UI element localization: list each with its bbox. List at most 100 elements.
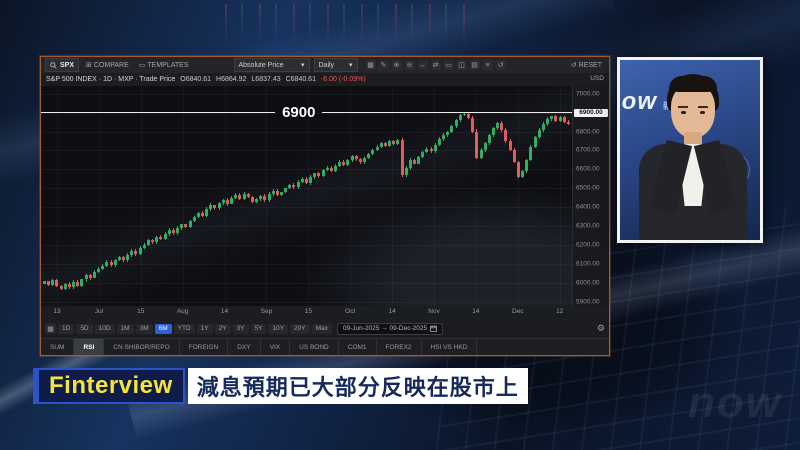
annotation-label: 6900	[282, 104, 316, 122]
candle	[487, 135, 491, 143]
period-button-3m[interactable]: 3M	[135, 323, 153, 334]
zoom-in-icon[interactable]: ⊕	[391, 60, 402, 70]
tab-sum[interactable]: SUM	[41, 339, 75, 355]
guest-eye	[700, 111, 705, 114]
menu-icon[interactable]: ≡	[482, 60, 493, 70]
period-button-10y[interactable]: 10Y	[268, 323, 289, 334]
period-button-5d[interactable]: 5D	[76, 323, 93, 334]
grid-line-v	[56, 86, 58, 306]
grid-line-h	[41, 245, 573, 247]
interval-value: Daily	[318, 61, 335, 69]
candle	[184, 224, 188, 228]
candle	[350, 156, 354, 160]
symbol-text: SPX	[60, 61, 75, 69]
candle	[529, 146, 533, 160]
x-axis-tick: Sep	[260, 308, 273, 315]
candle	[250, 196, 254, 202]
candle	[342, 161, 346, 165]
price-axis[interactable]: 7000.00 6900.00 6800.00 6700.00 6600.00 6500.…	[572, 86, 609, 306]
candle	[533, 137, 537, 147]
x-axis-tick: Aug	[176, 308, 189, 315]
candle	[467, 113, 471, 119]
grid-line-h	[41, 207, 573, 209]
tab-foreign[interactable]: FOREIGN	[180, 339, 229, 355]
tab-us-bond[interactable]: US BOND	[290, 339, 339, 355]
indicators-icon[interactable]: ▤	[469, 60, 480, 70]
tab-dxy[interactable]: DXY	[228, 339, 261, 355]
candle	[313, 173, 317, 178]
tab-com1[interactable]: COM1	[339, 339, 377, 355]
date-range-picker[interactable]: 09-Jun-2025 → 09-Dec-2025	[336, 322, 444, 335]
period-button-10d[interactable]: 10D	[94, 323, 115, 334]
candle	[76, 282, 80, 286]
swap-axis-icon[interactable]: ⇄	[430, 60, 441, 70]
tab-rsi[interactable]: RSI	[74, 339, 105, 355]
tab-forex2[interactable]: FOREX2	[377, 339, 422, 355]
quote-change: -6.00 (-0.09%)	[320, 76, 366, 83]
periods-grid-icon[interactable]: ▦	[45, 323, 56, 334]
layout-grid-icon[interactable]: ▦	[365, 60, 376, 70]
panel-icon[interactable]: ▭	[443, 60, 454, 70]
period-button-6m[interactable]: 6M	[154, 323, 172, 334]
candle	[259, 196, 263, 199]
x-axis-tick: Dec	[512, 308, 524, 315]
reset-button[interactable]: ↺ RESET	[568, 61, 605, 70]
candle	[101, 266, 105, 270]
time-axis[interactable]: 13 Jul 15 Aug 14 Sep 15 Oct 14 Nov 14 Dec 12	[41, 306, 609, 319]
bottom-tab-bar: SUM RSI CN SHIBOR/REPO FOREIGN DXY VIX US BOND…	[41, 338, 609, 355]
compare-button[interactable]: ⊞ COMPARE	[83, 61, 132, 70]
candle	[483, 142, 487, 151]
symbol-search-box[interactable]: SPX	[45, 58, 80, 72]
price-mode-select[interactable]: Absolute Price ▾	[233, 58, 310, 72]
templates-button[interactable]: ▭ TEMPLATES	[136, 61, 192, 70]
period-button-1y[interactable]: 1Y	[196, 323, 213, 334]
period-button-max[interactable]: Max	[311, 323, 332, 334]
annotation-line-right	[322, 111, 573, 114]
candle	[121, 256, 125, 261]
candle	[421, 152, 425, 158]
candle	[72, 282, 76, 288]
period-button-3y[interactable]: 3Y	[232, 323, 249, 334]
y-axis-tick: 6800.00	[576, 128, 600, 136]
candle	[525, 159, 529, 172]
price-annotation-line[interactable]: 6900	[41, 104, 573, 122]
y-axis-tick: 6700.00	[576, 146, 600, 154]
candle	[566, 122, 570, 124]
split-view-icon[interactable]: ◫	[456, 60, 467, 70]
candle	[200, 213, 204, 216]
guest-eye	[681, 111, 686, 114]
period-button-5y[interactable]: 5Y	[250, 323, 267, 334]
period-button-20y[interactable]: 20Y	[290, 323, 310, 334]
candlestick-chart[interactable]: 6900 7000.00 6900.00 6800.00 6700.00 6600.00…	[41, 86, 609, 306]
candle	[267, 194, 271, 200]
compare-label: COMPARE	[93, 61, 129, 69]
period-button-1d[interactable]: 1D	[58, 323, 75, 334]
candle	[163, 233, 167, 239]
templates-icon: ▭	[138, 62, 146, 69]
candle	[188, 220, 192, 228]
grid-line-h	[41, 93, 573, 95]
tab-hsi-vs-hkd[interactable]: HSI VS HKD	[422, 339, 478, 355]
candle	[492, 127, 495, 136]
candle	[97, 269, 101, 272]
candle	[205, 209, 209, 216]
candle	[325, 167, 329, 171]
candle	[109, 262, 113, 266]
pan-icon[interactable]: ↔	[417, 60, 428, 70]
interval-select[interactable]: Daily ▾	[313, 58, 358, 72]
candle	[371, 150, 375, 155]
candle	[346, 159, 350, 165]
quote-line: S&P 500 INDEX · 1D · MXP · Trade Price O…	[41, 73, 609, 86]
settings-gear-icon[interactable]: ⚙	[596, 323, 605, 333]
undo-icon[interactable]: ↺	[495, 60, 506, 70]
period-button-1m[interactable]: 1M	[116, 323, 134, 334]
tab-vix[interactable]: VIX	[261, 339, 291, 355]
zoom-out-icon[interactable]: ⊖	[404, 60, 415, 70]
tab-cn-shibor-repo[interactable]: CN SHIBOR/REPO	[104, 339, 180, 355]
period-button-ytd[interactable]: YTD	[173, 323, 195, 334]
period-button-2y[interactable]: 2Y	[214, 323, 231, 334]
candle	[238, 195, 242, 199]
grid-line-h	[41, 264, 573, 266]
annotate-icon[interactable]: ✎	[378, 60, 389, 70]
